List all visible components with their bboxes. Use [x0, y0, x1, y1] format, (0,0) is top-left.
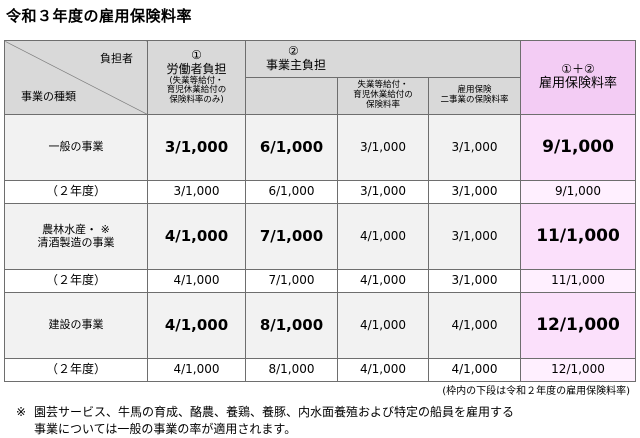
worker-label: 労働者負担 [166, 61, 227, 76]
employer-number: ② [288, 44, 299, 59]
table-note: (枠内の下段は令和２年度の雇用保険料率) [442, 386, 630, 397]
unemployment-header: 失業等給付・ 育児休業給付の 保険料率 [337, 77, 429, 115]
row-agri-prev-label: （２年度） [4, 269, 148, 293]
row-construction-total: 12/1,000 [520, 292, 637, 359]
two-header-1: 雇用保険 [457, 85, 492, 96]
unemp-header-1: 失業等給付・ [357, 80, 409, 91]
row-general-prev-two: 3/1,000 [427, 180, 522, 204]
worker-header: ① 労働者負担 (失業等給付・ 育児休業給付の 保険料率のみ) [147, 40, 246, 115]
row-agri-prev-two: 3/1,000 [427, 269, 522, 293]
row-construction-prev-unemp: 4/1,000 [337, 358, 429, 382]
row-agri-prev-total: 11/1,000 [520, 269, 637, 293]
row-construction-unemp: 4/1,000 [337, 292, 429, 359]
row-agri-two: 3/1,000 [427, 203, 522, 270]
worker-note-2: 育児休業給付の [166, 85, 227, 96]
unemp-header-3: 保険料率 [365, 99, 400, 110]
row-general-prev-employer: 6/1,000 [245, 180, 338, 204]
footnote-mark: ※ [16, 405, 27, 419]
row-general-worker: 3/1,000 [147, 114, 246, 181]
row-agri-total: 11/1,000 [520, 203, 637, 270]
row-agri-unemp: 4/1,000 [337, 203, 429, 270]
row-general-prev-total: 9/1,000 [520, 180, 637, 204]
row-general-prev-worker: 3/1,000 [147, 180, 246, 204]
employer-header: ② 事業主負担 [244, 40, 522, 78]
row-construction-name: 建設の事業 [4, 292, 148, 359]
row-construction-two: 4/1,000 [427, 292, 522, 359]
page-title: 令和３年度の雇用保険料率 [6, 7, 193, 25]
footnote-line-2: 事業については一般の事業の率が適用されます。 [34, 421, 297, 436]
payer-label: 負担者 [100, 52, 133, 65]
row-agri-name: 農林水産・ ※ 清酒製造の事業 [4, 203, 148, 270]
two-projects-header: 雇用保険 二事業の保険料率 [427, 77, 522, 115]
row-agri-worker: 4/1,000 [147, 203, 246, 270]
row-agri-prev-worker: 4/1,000 [147, 269, 246, 293]
row-construction-prev-label: （２年度） [4, 358, 148, 382]
row-agri-prev-employer: 7/1,000 [245, 269, 338, 293]
unemp-header-2: 育児休業給付の [353, 90, 413, 101]
row-general-name: 一般の事業 [4, 114, 148, 181]
row-general-prev-unemp: 3/1,000 [337, 180, 429, 204]
worker-number: ① [191, 48, 202, 63]
total-header: ①＋② 雇用保険料率 [520, 40, 637, 115]
row-general-prev-label: （２年度） [4, 180, 148, 204]
header-corner-cell: 負担者 事業の種類 [4, 40, 148, 115]
business-type-label: 事業の種類 [21, 90, 76, 104]
footnote: ※ 園芸サービス、牛馬の育成、酪農、養鶏、養豚、内水面養殖および特定の船員を雇用… [16, 404, 515, 438]
footnote-line-1: 園芸サービス、牛馬の育成、酪農、養鶏、養豚、内水面養殖および特定の船員を雇用する [34, 405, 515, 419]
two-header-2: 二事業の保険料率 [440, 95, 509, 105]
row-construction-worker: 4/1,000 [147, 292, 246, 359]
row-general-employer: 6/1,000 [245, 114, 338, 181]
employer-label: 事業主負担 [266, 58, 327, 72]
insurance-rate-table: 負担者 事業の種類 ① 労働者負担 (失業等給付・ 育児休業給付の 保険料率のみ… [4, 40, 637, 382]
worker-note-3: 保険料率のみ) [169, 95, 224, 106]
row-construction-prev-worker: 4/1,000 [147, 358, 246, 382]
row-general-unemp: 3/1,000 [337, 114, 429, 181]
row-agri-prev-unemp: 4/1,000 [337, 269, 429, 293]
row-construction-employer: 8/1,000 [245, 292, 338, 359]
row-construction-prev-total: 12/1,000 [520, 358, 637, 382]
total-number: ①＋② [561, 62, 595, 77]
row-general-total: 9/1,000 [520, 114, 637, 181]
row-construction-prev-employer: 8/1,000 [245, 358, 338, 382]
row-agri-employer: 7/1,000 [245, 203, 338, 270]
row-construction-prev-two: 4/1,000 [427, 358, 522, 382]
total-label: 雇用保険料率 [539, 75, 618, 91]
row-general-two: 3/1,000 [427, 114, 522, 181]
worker-note-1: (失業等給付・ [169, 75, 224, 86]
employer-subtotal-cell [245, 77, 338, 115]
